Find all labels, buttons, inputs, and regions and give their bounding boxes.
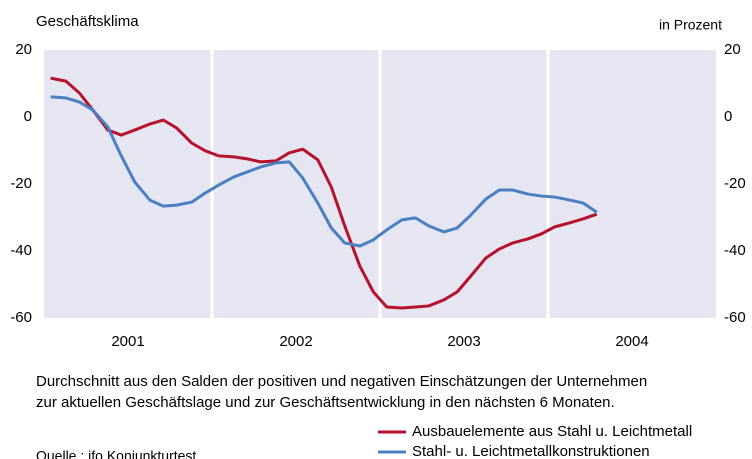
x-tick-label: 2004 xyxy=(615,333,648,350)
note-line: zur aktuellen Geschäftslage und zur Gesc… xyxy=(36,394,615,411)
x-tick-label: 2003 xyxy=(447,333,480,350)
y-tick-label: -60 xyxy=(10,309,32,326)
x-tick-label: 2002 xyxy=(279,333,312,350)
y2-tick-label: 0 xyxy=(724,108,732,125)
y-tick-label: -40 xyxy=(10,242,32,259)
y2-tick-label: -40 xyxy=(724,242,746,259)
y2-tick-label: -20 xyxy=(724,175,746,192)
chart-title: Geschäftsklima xyxy=(36,13,139,30)
x-tick-label: 2001 xyxy=(111,333,144,350)
series-line xyxy=(50,76,598,310)
y-tick-label: 20 xyxy=(15,41,32,58)
y2-tick-label: 20 xyxy=(724,41,741,58)
y-tick-label: 0 xyxy=(24,108,32,125)
legend-label: Stahl- u. Leichtmetallkonstruktionen xyxy=(412,443,650,459)
note-line: Durchschnitt aus den Salden der positive… xyxy=(36,373,647,390)
source: Quelle : ifo Konjunkturtest xyxy=(36,448,196,459)
series-line xyxy=(50,95,598,248)
unit-label: in Prozent xyxy=(659,17,722,33)
legend-label: Ausbauelemente aus Stahl u. Leichtmetall xyxy=(412,423,692,440)
y2-tick-label: -60 xyxy=(724,309,746,326)
y-tick-label: -20 xyxy=(10,175,32,192)
